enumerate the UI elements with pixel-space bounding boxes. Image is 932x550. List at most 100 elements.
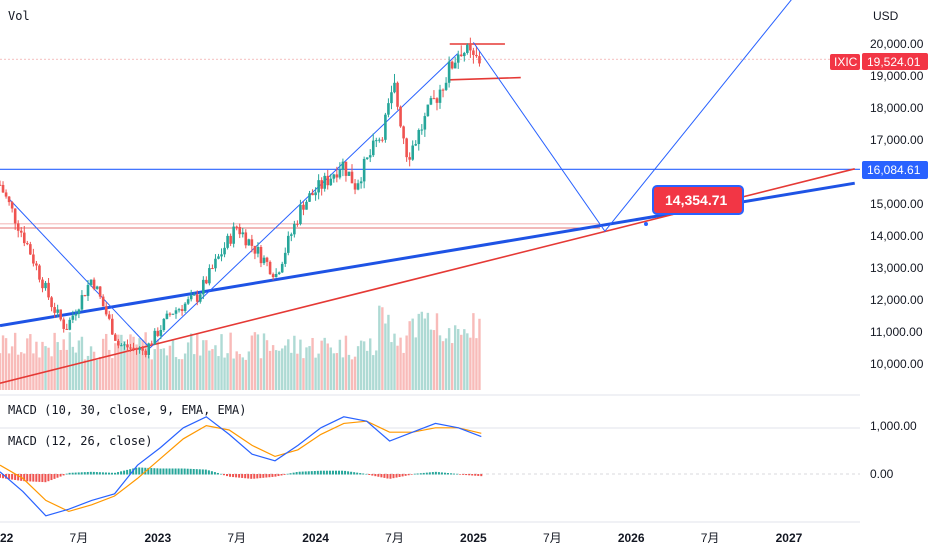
macd-hist-bar	[229, 474, 232, 477]
volume-bar	[265, 340, 269, 390]
volume-bar	[135, 344, 138, 390]
volume-bar	[95, 359, 99, 390]
candle-body	[77, 309, 81, 315]
volume-bar	[208, 350, 211, 390]
candle-body	[1, 184, 5, 193]
volume-bar	[71, 346, 75, 390]
volume-bar	[105, 333, 108, 390]
volume-bar	[450, 343, 454, 390]
candle-body	[150, 343, 154, 345]
volume-bar	[347, 354, 351, 390]
time-tick-label: 2024	[302, 531, 329, 545]
target-callout[interactable]	[652, 185, 744, 215]
macd-hist-bar	[74, 472, 77, 475]
volume-bar	[460, 334, 463, 390]
macd-hist-bar	[47, 474, 50, 482]
volume-bar	[381, 307, 384, 390]
candle-body	[83, 295, 87, 297]
currency-label[interactable]: USD	[873, 9, 899, 23]
macd-hist-bar	[474, 474, 477, 476]
candle-body	[44, 282, 47, 289]
volume-bar	[311, 337, 314, 390]
volume-bar	[123, 341, 126, 390]
macd-hist-bar	[195, 469, 198, 475]
volume-bar	[369, 338, 372, 390]
macd-hist-bar	[198, 469, 201, 475]
candle-body	[344, 161, 348, 176]
macd-hist-bar	[216, 472, 219, 475]
candle-body	[129, 347, 132, 349]
candle-body	[165, 313, 169, 319]
macd-hist-bar	[459, 474, 462, 475]
price-scale[interactable]	[860, 0, 932, 550]
candle-body	[423, 116, 427, 130]
candle-body	[332, 174, 336, 179]
candle-body	[411, 145, 415, 160]
candle-body	[384, 114, 387, 140]
candle-body	[326, 175, 330, 186]
macd-hist-bar	[26, 474, 29, 482]
candle-body	[47, 282, 50, 298]
macd-hist-bar	[62, 474, 65, 476]
volume-bar	[338, 339, 342, 390]
current-price-text: 19,524.01	[867, 55, 921, 69]
time-tick-label: 7月	[70, 531, 89, 545]
candle-body	[92, 279, 96, 289]
candle-body	[399, 106, 402, 127]
time-tick-label: 2025	[460, 531, 487, 545]
macd-hist-bar	[465, 474, 468, 476]
candle-body	[195, 294, 199, 302]
volume-bar	[183, 353, 187, 390]
macd-hist-bar	[313, 470, 316, 475]
projection-path	[472, 0, 792, 233]
volume-bar	[277, 350, 281, 390]
volume-bar	[141, 339, 144, 390]
volume-bar	[247, 351, 251, 390]
volume-bar	[226, 353, 229, 390]
volume-bar	[186, 342, 190, 390]
candle-body	[238, 226, 242, 235]
candle-body	[290, 234, 293, 236]
macd-hist-bar	[456, 473, 459, 475]
macd-hist-bar	[425, 472, 428, 475]
macd-hist-bar	[11, 474, 14, 480]
macd-hist-bar	[325, 470, 328, 475]
volume-bar	[13, 332, 17, 390]
macd-hist-bar	[165, 468, 168, 475]
macd-hist-bar	[283, 474, 286, 475]
macd-hist-bar	[186, 468, 189, 475]
horizontal-levels	[0, 43, 860, 229]
volume-bar	[375, 350, 378, 390]
candle-body	[280, 263, 284, 273]
volume-bar	[399, 337, 402, 390]
candle-body	[223, 247, 226, 255]
candle-body	[126, 344, 129, 348]
candle-body	[396, 82, 399, 107]
candle-body	[244, 232, 248, 246]
volume-bar	[147, 355, 150, 390]
macd-hist-bar	[226, 474, 229, 477]
macd-hist-bar	[292, 472, 295, 475]
candle-body	[459, 54, 463, 57]
candle-body	[80, 295, 84, 310]
volume-bar	[199, 355, 202, 390]
macd-hist-bar	[56, 474, 59, 478]
volume-bar	[92, 351, 96, 390]
volume-bar	[353, 356, 357, 390]
volume-bar	[447, 328, 451, 390]
volume-bar	[117, 334, 120, 390]
volume-bar	[420, 311, 424, 390]
macd-hist-bar	[150, 468, 153, 475]
macd-hist-bar	[350, 471, 353, 475]
volume-bar	[59, 349, 62, 390]
macd-hist-bar	[177, 468, 180, 475]
macd-hist-bar	[101, 472, 104, 475]
price-tick-label: 13,000.00	[870, 261, 924, 275]
candle-body	[50, 297, 53, 308]
candle-body	[189, 295, 193, 300]
macd-hist-bar	[141, 467, 144, 475]
candle-body	[420, 129, 424, 131]
volume-bar	[299, 339, 302, 390]
volume-bar	[0, 353, 2, 390]
